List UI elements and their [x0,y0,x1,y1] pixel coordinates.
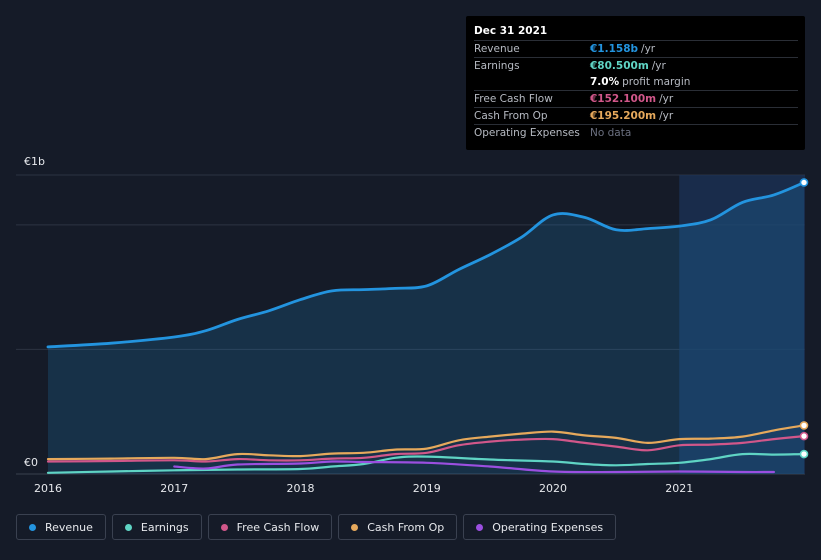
tooltip-key [474,74,590,90]
x-tick-label: 2020 [539,482,567,495]
legend-dot-icon [220,523,228,531]
line-cash-from-op [46,424,806,461]
legend-dot-icon [476,523,484,531]
tooltip-value: 7.0% [590,76,620,88]
series-endpoints [799,178,809,459]
legend-label: Revenue [45,520,93,534]
tooltip-unit: profit margin [622,76,691,88]
x-tick-label: 2019 [413,482,441,495]
endpoint-free-cash-flow [799,431,809,441]
tooltip-unit: /yr [641,43,656,55]
tooltip-row: 7.0% profit margin [474,74,798,90]
tooltip-key: Revenue [474,43,520,55]
legend-item-operating-expenses[interactable]: Operating Expenses [463,514,617,540]
y-tick-label: €0 [24,456,38,469]
endpoint-cash-from-op [799,421,809,430]
legend-label: Operating Expenses [492,520,604,534]
tooltip-key: Free Cash Flow [474,93,553,105]
area-fills [48,182,804,474]
gridlines [16,174,805,475]
tooltip-row: Revenue €1.158b/yr [474,40,798,57]
tooltip-unit: /yr [659,110,674,122]
x-tick-label: 2021 [665,482,693,495]
tooltip-unit: /yr [659,93,674,105]
line-earnings [46,452,806,474]
x-tick-label: 2016 [34,482,62,495]
x-axis: 2016 2017 2018 2019 2020 2021 [34,482,693,495]
highlight-region [679,175,805,474]
tooltip-value: €80.500m [590,60,649,72]
endpoint-earnings [799,449,809,459]
line-chart: €1b €0 2016 2017 2018 2019 2020 2021 [16,155,809,495]
tooltip-panel: Dec 31 2021 Revenue €1.158b/yr Earnings €80… [466,16,805,150]
tooltip-row: Earnings €80.500m/yr [474,57,798,74]
tooltip-key: Earnings [474,60,520,72]
y-tick-label: €1b [24,155,45,168]
tooltip-row: Cash From Op €195.200m/yr [474,107,798,124]
tooltip-row: Operating Expenses No data [474,124,798,141]
legend-label: Free Cash Flow [236,520,320,534]
tooltip-value: €1.158b [590,43,639,55]
area-revenue [48,182,804,474]
legend-item-free-cash-flow[interactable]: Free Cash Flow [207,514,333,540]
tooltip-value: €195.200m [590,110,657,122]
x-tick-label: 2017 [160,482,188,495]
tooltip-value: No data [590,127,632,139]
legend-label: Earnings [140,520,189,534]
series-lines [46,181,806,474]
legend-item-earnings[interactable]: Earnings [111,514,202,540]
line-free-cash-flow [46,435,806,463]
legend-dot-icon [351,523,359,531]
legend-item-revenue[interactable]: Revenue [16,514,106,540]
tooltip-unit: /yr [651,60,666,72]
legend: Revenue Earnings Free Cash Flow Cash From O… [16,514,617,540]
tooltip-date: Dec 31 2021 [474,25,548,37]
tooltip-value: €152.100m [590,93,657,105]
legend-dot-icon [124,523,132,531]
y-axis: €1b €0 [24,155,45,469]
legend-dot-icon [29,523,36,531]
tooltip-key: Operating Expenses [474,127,580,139]
endpoint-revenue [799,178,809,187]
legend-item-cash-from-op[interactable]: Cash From Op [338,514,458,540]
x-tick-label: 2018 [287,482,315,495]
legend-label: Cash From Op [367,520,445,534]
tooltip-row: Free Cash Flow €152.100m/yr [474,90,798,107]
tooltip-key: Cash From Op [474,110,548,122]
line-operating-expenses [173,460,775,474]
line-revenue [46,181,806,349]
